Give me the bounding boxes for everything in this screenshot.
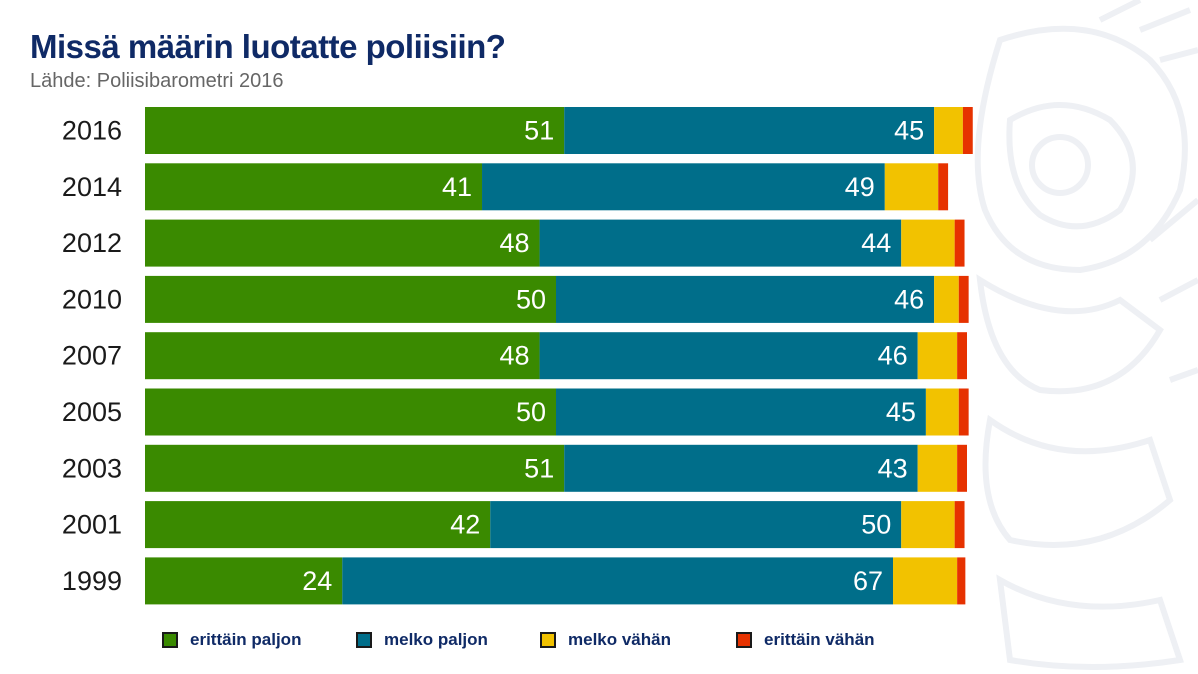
data-label-erittain-paljon-2005: 50: [516, 397, 546, 427]
category-label-2016: 2016: [62, 116, 122, 146]
bar-melko-vahan-2003: [917, 444, 958, 492]
bar-erittain-vahan-2012: [954, 219, 965, 267]
bar-melko-vahan-2014: [884, 163, 939, 211]
data-label-erittain-paljon-2001: 42: [450, 510, 480, 540]
bar-melko-vahan-2001: [901, 501, 955, 549]
bar-erittain-paljon-2003: [145, 444, 565, 492]
data-label-melko-paljon-2001: 50: [861, 510, 891, 540]
bar-melko-paljon-2001: [490, 501, 902, 549]
data-label-erittain-paljon-2014: 41: [442, 172, 472, 202]
bar-erittain-paljon-1999: [145, 557, 343, 605]
bar-erittain-vahan-2005: [958, 388, 969, 436]
bar-erittain-paljon-2001: [145, 501, 491, 549]
data-label-melko-paljon-2010: 46: [894, 284, 924, 314]
bar-melko-paljon-1999: [342, 557, 894, 605]
data-label-melko-paljon-2014: 49: [845, 172, 875, 202]
bar-melko-paljon-2005: [556, 388, 926, 436]
category-label-2012: 2012: [62, 228, 122, 258]
bar-erittain-paljon-2005: [145, 388, 556, 436]
bar-erittain-vahan-2001: [954, 501, 965, 549]
bar-erittain-vahan-2007: [957, 332, 967, 380]
bar-erittain-vahan-2003: [957, 444, 967, 492]
data-label-melko-paljon-2012: 44: [861, 228, 891, 258]
bar-melko-paljon-2016: [564, 107, 935, 154]
legend-swatch-erittain-paljon: [162, 632, 178, 648]
legend-swatch-erittain-vahan: [736, 632, 752, 648]
data-label-erittain-paljon-2010: 50: [516, 284, 546, 314]
legend-item-erittain-paljon: erittäin paljon: [162, 626, 301, 654]
legend-item-erittain-vahan: erittäin vähän: [736, 626, 875, 654]
data-label-melko-paljon-2005: 45: [886, 397, 916, 427]
category-label-2001: 2001: [62, 510, 122, 540]
bar-melko-vahan-2016: [934, 107, 963, 154]
category-label-1999: 1999: [62, 566, 122, 596]
bar-melko-vahan-2012: [901, 219, 955, 267]
legend-item-melko-vahan: melko vähän: [540, 626, 671, 654]
bar-melko-paljon-2003: [564, 444, 918, 492]
bar-melko-vahan-1999: [893, 557, 958, 605]
legend-label-erittain-paljon: erittäin paljon: [190, 630, 302, 649]
category-label-2007: 2007: [62, 341, 122, 371]
legend-label-melko-vahan: melko vähän: [568, 630, 671, 649]
data-label-erittain-paljon-2012: 48: [500, 228, 530, 258]
legend: erittäin paljon melko paljon melko vähän…: [0, 626, 1198, 654]
legend-label-erittain-vahan: erittäin vähän: [764, 630, 875, 649]
bar-melko-vahan-2010: [934, 275, 959, 323]
chart-title: Missä määrin luotatte poliisiin?: [30, 28, 506, 65]
bar-erittain-vahan-2010: [958, 275, 969, 323]
legend-label-melko-paljon: melko paljon: [384, 630, 488, 649]
bar-melko-paljon-2010: [556, 275, 935, 323]
category-label-2014: 2014: [62, 172, 122, 202]
data-label-melko-paljon-2016: 45: [894, 116, 924, 146]
data-label-melko-paljon-1999: 67: [853, 566, 883, 596]
bar-melko-vahan-2007: [917, 332, 958, 380]
bar-erittain-paljon-2010: [145, 275, 556, 323]
bar-erittain-paljon-2016: [145, 107, 565, 154]
data-label-erittain-paljon-2007: 48: [500, 341, 530, 371]
data-label-erittain-paljon-2003: 51: [524, 453, 554, 483]
data-label-melko-paljon-2003: 43: [878, 453, 908, 483]
bar-erittain-vahan-1999: [957, 557, 966, 605]
bar-melko-paljon-2007: [539, 332, 918, 380]
data-label-erittain-paljon-2016: 51: [524, 116, 554, 146]
legend-swatch-melko-vahan: [540, 632, 556, 648]
data-label-melko-paljon-2007: 46: [878, 341, 908, 371]
bar-melko-paljon-2014: [482, 163, 885, 211]
category-label-2005: 2005: [62, 397, 122, 427]
legend-swatch-melko-paljon: [356, 632, 372, 648]
bar-erittain-vahan-2014: [938, 163, 949, 211]
bar-erittain-paljon-2012: [145, 219, 540, 267]
bar-erittain-paljon-2014: [145, 163, 483, 211]
category-label-2010: 2010: [62, 284, 122, 314]
data-label-erittain-paljon-1999: 24: [302, 566, 332, 596]
chart-subtitle: Lähde: Poliisibarometri 2016: [30, 70, 284, 92]
bar-melko-paljon-2012: [539, 219, 902, 267]
legend-item-melko-paljon: melko paljon: [356, 626, 488, 654]
bar-melko-vahan-2005: [925, 388, 959, 436]
bar-erittain-vahan-2016: [962, 107, 973, 154]
category-label-2003: 2003: [62, 453, 122, 483]
bar-erittain-paljon-2007: [145, 332, 540, 380]
